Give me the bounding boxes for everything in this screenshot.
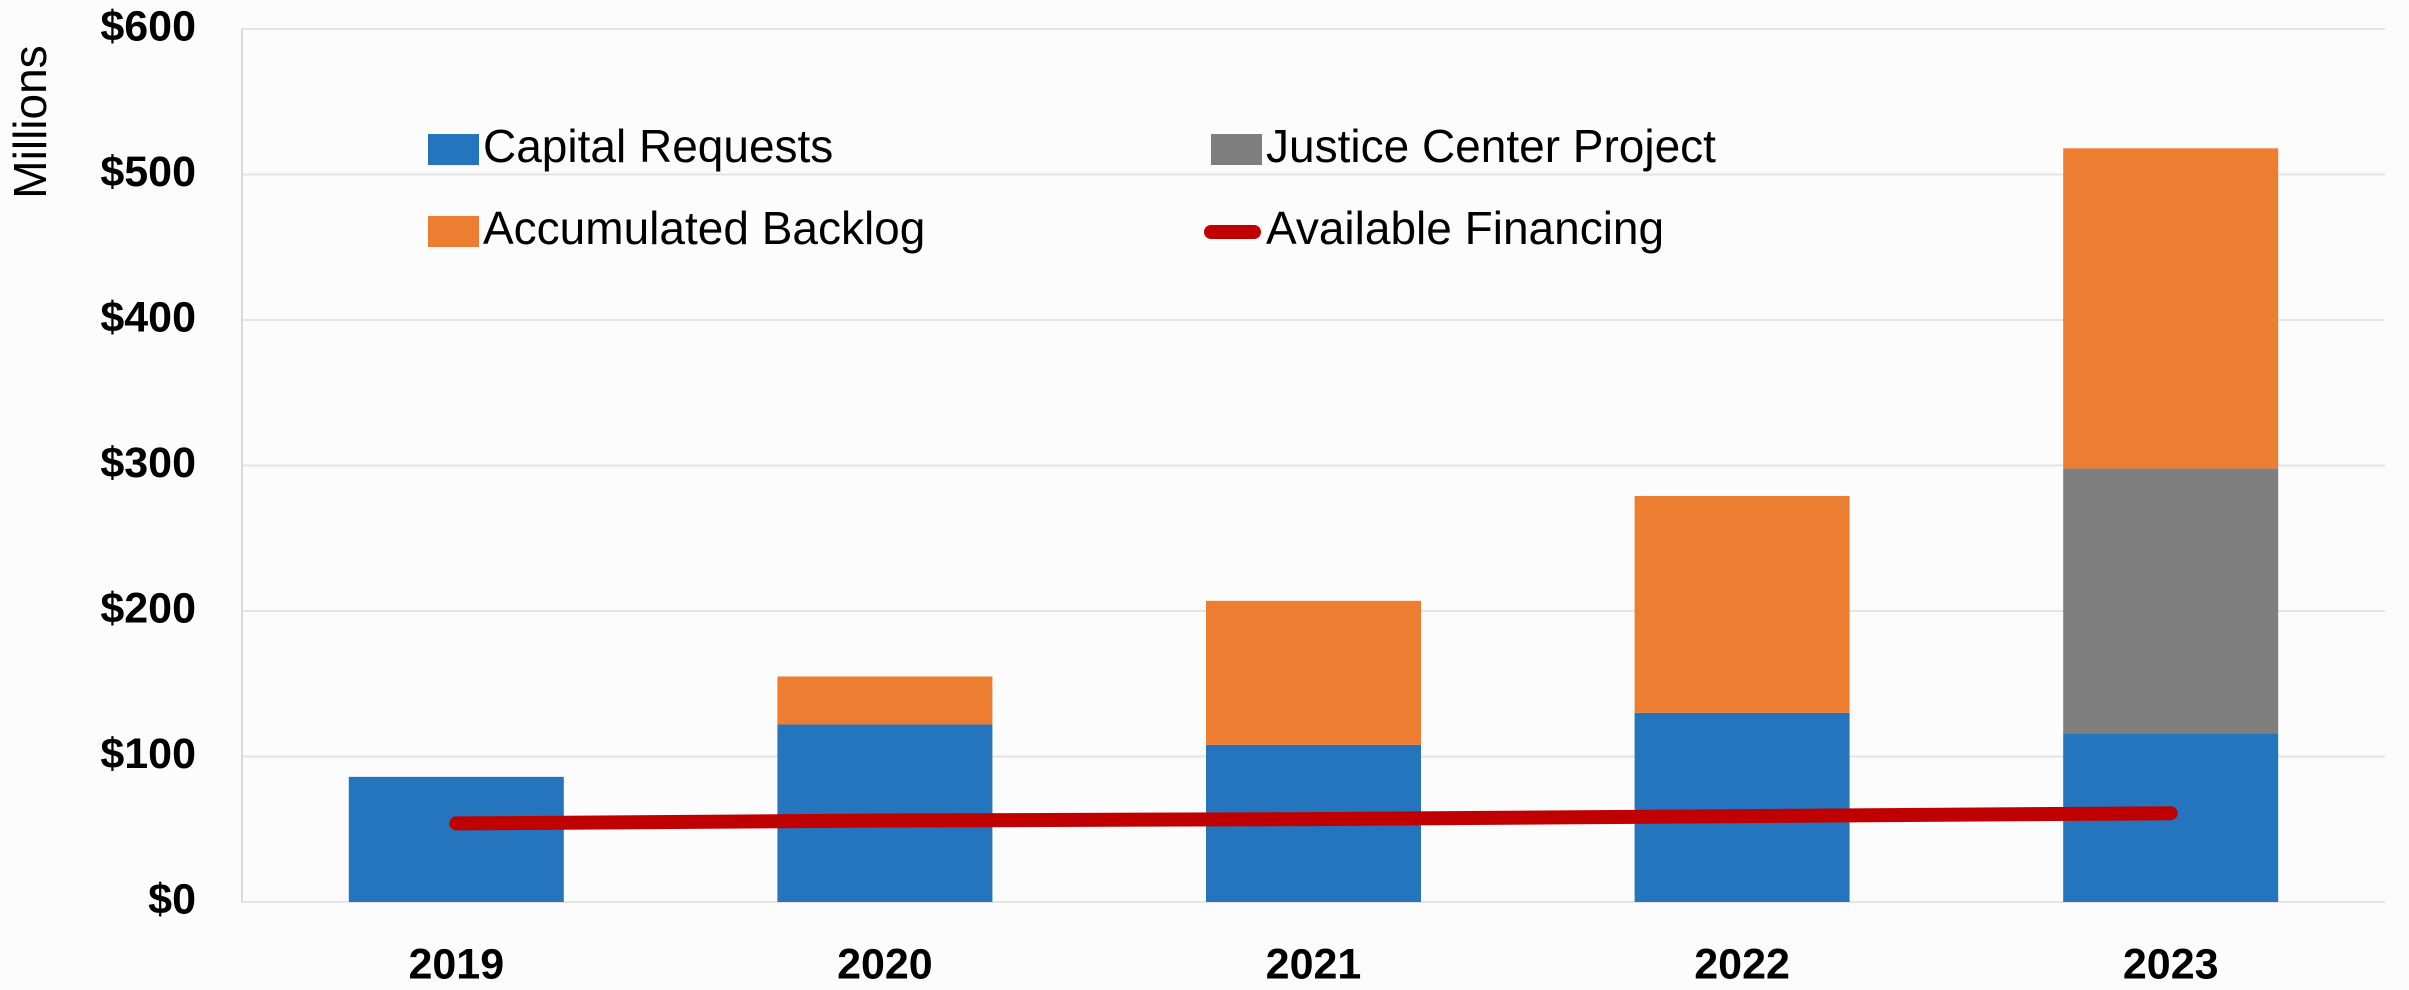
legend-swatch <box>1211 134 1262 165</box>
x-tick-label: 2021 <box>1266 940 1362 988</box>
y-tick-label: $300 <box>100 439 196 487</box>
x-tick-label: 2020 <box>837 940 933 988</box>
chart: Millions $0 $100 $200 $300 $400 $500 $600 2019 2… <box>0 0 2409 990</box>
bar-segment <box>1635 713 1850 902</box>
bar-segment <box>2063 148 2278 468</box>
y-tick-label: $200 <box>100 584 196 632</box>
x-tick-label: 2019 <box>408 940 504 988</box>
y-tick-label: $600 <box>100 2 196 50</box>
line <box>456 813 2170 823</box>
legend-swatch <box>428 216 479 247</box>
legend-label: Capital Requests <box>483 120 833 172</box>
page: Millions $0 $100 $200 $300 $400 $500 $600 2019 2… <box>0 0 2409 990</box>
y-tick-label: $400 <box>100 293 196 341</box>
bar-segment <box>2063 468 2278 733</box>
bar-segment <box>777 676 992 724</box>
legend-swatch <box>428 134 479 165</box>
y-tick-label: $0 <box>148 875 196 923</box>
bar-segment <box>777 724 992 902</box>
y-tick-label: $100 <box>100 730 196 778</box>
legend-label: Accumulated Backlog <box>483 202 925 254</box>
x-tick-label: 2022 <box>1694 940 1790 988</box>
x-tick-label: 2023 <box>2123 940 2219 988</box>
bar-segment <box>349 777 564 902</box>
y-axis-label: Millions <box>4 45 56 198</box>
legend-label: Available Financing <box>1266 202 1664 254</box>
bar-segment <box>1635 496 1850 713</box>
y-tick-label: $500 <box>100 148 196 196</box>
legend-label: Justice Center Project <box>1266 120 1716 172</box>
bar-segment <box>1206 601 1421 745</box>
